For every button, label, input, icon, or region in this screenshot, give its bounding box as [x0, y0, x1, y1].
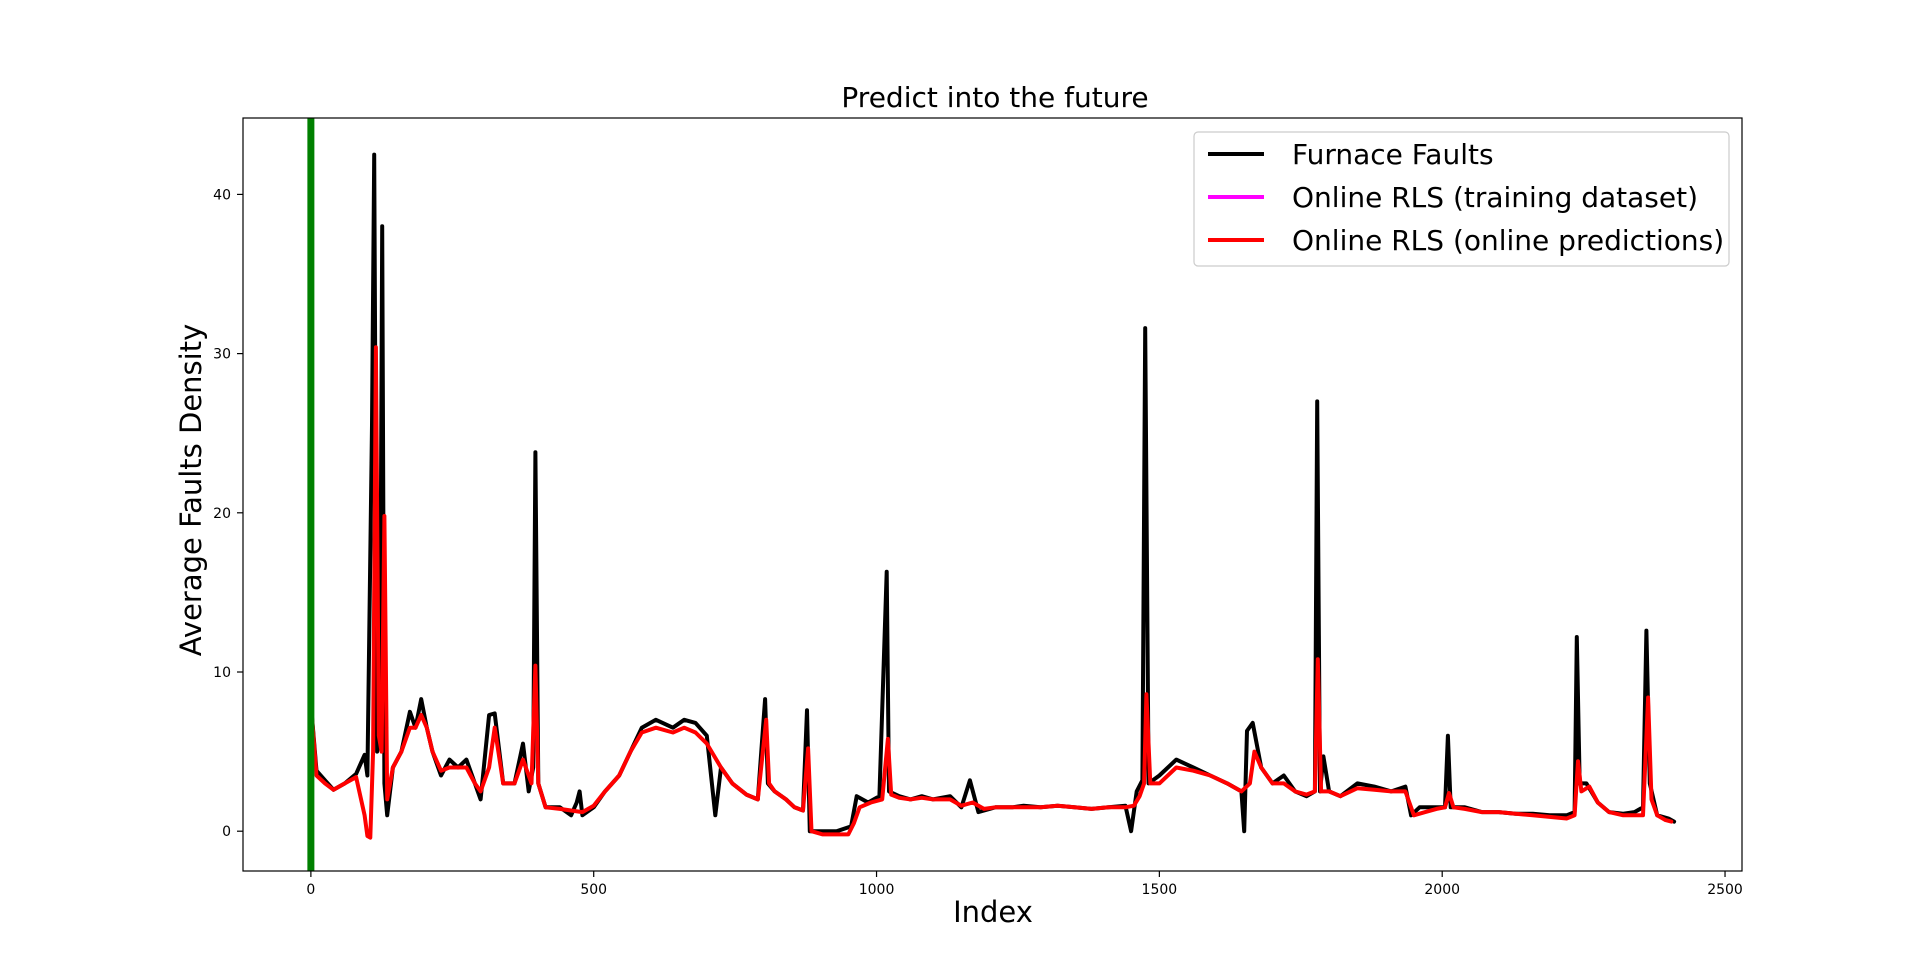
x-tick-label: 2500 — [1707, 882, 1743, 898]
legend-label-training-dataset: Online RLS (training dataset) — [1292, 181, 1698, 214]
x-tick-label: 500 — [580, 882, 607, 898]
legend: Furnace Faults Online RLS (training data… — [1193, 131, 1730, 267]
y-tick-label: 30 — [213, 347, 231, 363]
y-tick-label: 0 — [222, 824, 231, 840]
plot-frame — [242, 117, 1743, 872]
x-tick-label: 0 — [306, 882, 315, 898]
x-tick-label: 1000 — [859, 882, 895, 898]
plot-content — [307, 118, 1677, 871]
chart-title: Predict into the future — [841, 81, 1148, 114]
y-axis-label: Average Faults Density — [174, 324, 208, 656]
x-axis-label: Index — [953, 895, 1033, 929]
x-tick-label: 2000 — [1424, 882, 1460, 898]
legend-label-online-predictions: Online RLS (online predictions) — [1292, 224, 1724, 257]
x-tick-label: 1500 — [1142, 882, 1178, 898]
axes-layer: 0 500 1000 1500 2000 2500 0 10 20 30 40 — [213, 187, 1743, 898]
y-tick-label: 40 — [213, 187, 231, 203]
legend-box — [1193, 131, 1730, 267]
y-tick-label: 20 — [213, 506, 231, 522]
series-line-online-rls-online-predictions — [308, 345, 1674, 840]
y-tick-label: 10 — [213, 665, 231, 681]
series-line-furnace-faults — [308, 152, 1677, 834]
legend-label-furnace-faults: Furnace Faults — [1292, 138, 1494, 171]
